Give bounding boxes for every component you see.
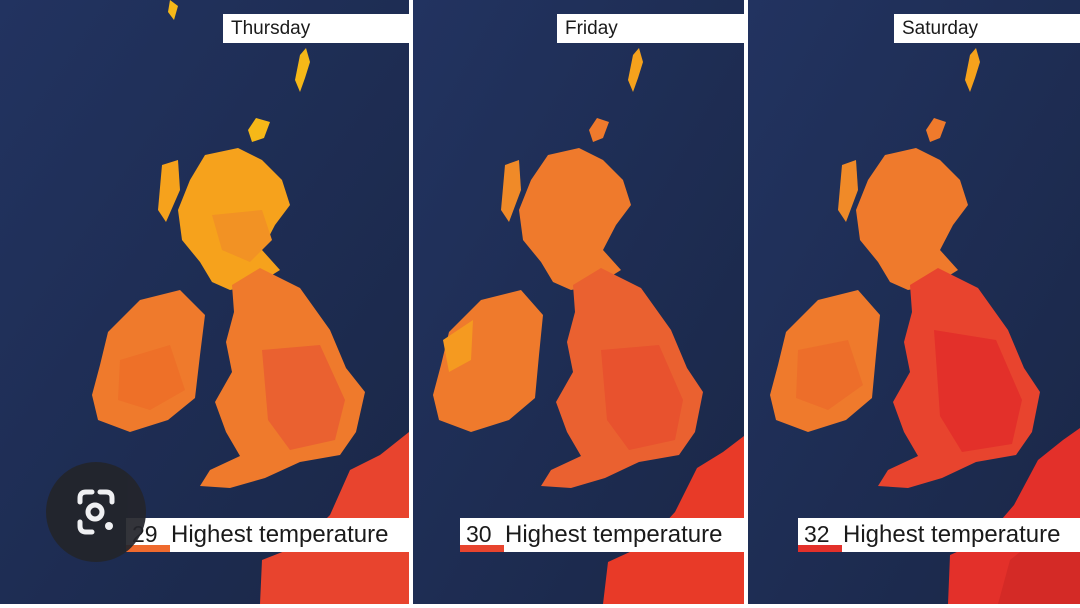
shetland-islands: [965, 48, 980, 92]
orkney-islands: [248, 118, 270, 142]
temperature-map-saturday: [748, 0, 1080, 604]
temperature-colour-swatch: [126, 545, 170, 552]
temperature-map-friday: [413, 0, 744, 604]
faroe-speck: [168, 0, 178, 20]
google-lens-icon: [77, 489, 115, 535]
highest-temperature-label: Highest temperature: [505, 521, 723, 548]
day-label-thursday: Thursday: [223, 14, 409, 43]
highest-temperature-label: Highest temperature: [843, 521, 1061, 548]
highest-temperature-legend-friday: 30 Highest temperature: [460, 518, 744, 552]
map-panel-saturday: Saturday 32 Highest temperature: [748, 0, 1080, 604]
outer-hebrides: [158, 160, 180, 222]
temperature-colour-swatch: [798, 545, 842, 552]
highest-temperature-value: 30: [466, 521, 492, 547]
shetland-islands: [295, 48, 310, 92]
orkney-islands: [589, 118, 609, 142]
highest-temperature-legend-thursday: 29 Highest temperature: [126, 518, 409, 552]
shetland-islands: [628, 48, 643, 92]
highest-temperature-legend-saturday: 32 Highest temperature: [798, 518, 1080, 552]
highest-temperature-label: Highest temperature: [171, 521, 389, 548]
scotland-landmass: [856, 148, 968, 290]
outer-hebrides: [838, 160, 858, 222]
day-label-friday: Friday: [557, 14, 744, 43]
day-label-saturday: Saturday: [894, 14, 1080, 43]
orkney-islands: [926, 118, 946, 142]
highest-temperature-value: 32: [804, 521, 830, 547]
scotland-landmass: [519, 148, 631, 290]
map-panel-thursday: Thursday 29 Highest temperature: [0, 0, 409, 604]
ireland-landmass: [433, 290, 543, 432]
outer-hebrides: [501, 160, 521, 222]
map-panel-friday: Friday 30 Highest temperature: [413, 0, 744, 604]
temperature-colour-swatch: [460, 545, 504, 552]
google-lens-button[interactable]: [46, 462, 146, 562]
